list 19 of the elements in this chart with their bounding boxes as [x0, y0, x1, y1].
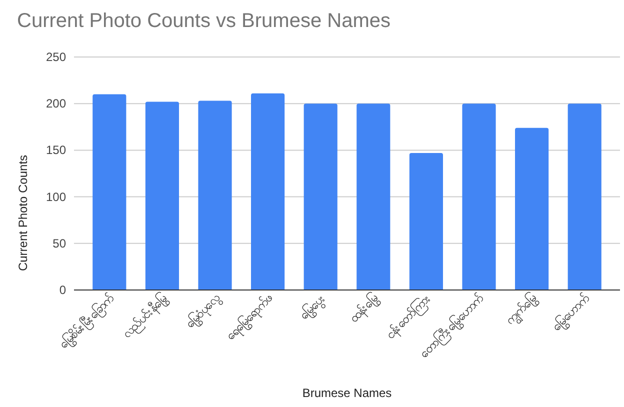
y-axis-title: Current Photo Counts: [16, 154, 30, 272]
bar: [304, 104, 338, 290]
bar: [515, 128, 549, 290]
bar: [409, 152, 443, 290]
x-axis-title: Brumese Names: [302, 386, 392, 400]
bar: [462, 104, 496, 290]
bar: [198, 100, 232, 290]
chart-title: Current Photo Counts vs Brumese Names: [17, 10, 390, 32]
bar: [145, 102, 179, 290]
y-tick-label: 100: [46, 190, 66, 204]
y-tick-label: 250: [46, 50, 66, 64]
bar: [251, 93, 285, 290]
bar: [92, 94, 126, 290]
y-tick-label: 200: [46, 96, 66, 111]
y-tick-label: 0: [59, 283, 66, 297]
bar: [568, 104, 602, 290]
y-tick-label: 150: [46, 143, 66, 158]
y-tick-label: 50: [52, 236, 66, 250]
bar: [356, 104, 390, 290]
